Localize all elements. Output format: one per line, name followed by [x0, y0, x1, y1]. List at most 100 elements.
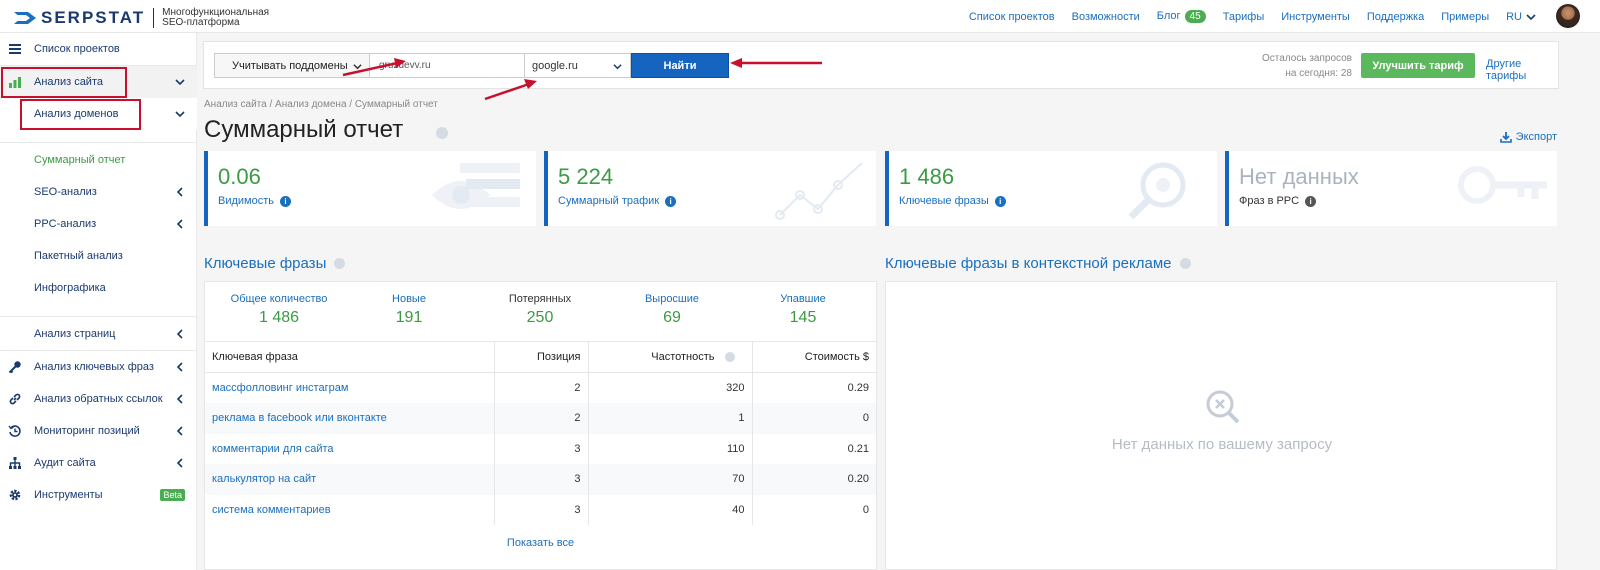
sidebar-divider — [0, 65, 197, 66]
stat-improved[interactable]: Выросшие 69 — [607, 293, 737, 327]
blog-count-badge: 45 — [1184, 10, 1206, 23]
ppc-card[interactable]: Нет данных Фраз в PPC i — [1225, 151, 1557, 226]
chevron-down-icon — [1526, 13, 1536, 20]
export-button[interactable]: Экспорт — [1499, 131, 1557, 143]
sidebar-item-label: Анализ ключевых фраз — [34, 361, 154, 373]
sidebar-item-label: Мониторинг позиций — [34, 425, 140, 437]
visibility-value: 0.06 — [218, 164, 261, 189]
keyword-link[interactable]: реклама в facebook или вконтакте — [205, 403, 494, 434]
table-header-row: Ключевая фраза Позиция Частотность Стоим… — [205, 341, 876, 373]
keyword-link[interactable]: комментарии для сайта — [212, 442, 334, 455]
keywords-table: Ключевая фраза Позиция Частотность Стоим… — [205, 341, 876, 525]
info-icon[interactable] — [1179, 258, 1191, 269]
position-cell: 2 — [493, 403, 588, 434]
stat-total[interactable]: Общее количество 1 486 — [214, 293, 344, 327]
show-all-link[interactable]: Показать все — [506, 537, 575, 549]
breadcrumb: Анализ сайта / Анализ домена / Суммарный… — [204, 99, 438, 110]
volume-cell: 40 — [587, 494, 752, 525]
domain-input[interactable] — [370, 53, 525, 78]
sidebar-item-monitoring[interactable]: Мониторинг позиций — [0, 415, 197, 447]
sidebar-item-infographics[interactable]: Инфографика — [0, 272, 197, 304]
column-header-position[interactable]: Позиция — [493, 341, 588, 373]
nav-tools-link[interactable]: Инструменты — [1281, 10, 1350, 23]
keyword-link[interactable]: массфолловинг инстаграм — [212, 382, 349, 394]
chevron-left-icon — [176, 458, 183, 468]
info-icon[interactable] — [334, 258, 346, 269]
column-header-volume[interactable]: Частотность — [587, 341, 752, 373]
serpstat-logo[interactable]: SERPSTAT Многофункциональная SEO-платфор… — [14, 8, 269, 28]
user-avatar[interactable] — [1556, 4, 1580, 28]
traffic-label: Суммарный трафик i — [558, 195, 677, 207]
position-cell: 2 — [493, 372, 588, 403]
info-icon[interactable] — [436, 127, 448, 139]
nav-blog-label: Блог — [1156, 10, 1181, 22]
sidebar-item-backlinks[interactable]: Анализ обратных ссылок — [0, 383, 197, 415]
logo-subtitle-line2: SEO-платформа — [162, 17, 240, 28]
subdomain-toggle-dropdown[interactable]: Учитывать поддомены — [214, 53, 370, 78]
search-engine-select[interactable]: google.ru — [525, 53, 631, 78]
sidebar-item-label: SEO-анализ — [34, 186, 97, 198]
nav-blog-link[interactable]: Блог 45 — [1157, 10, 1206, 23]
chevron-down-icon — [353, 64, 362, 70]
logo-text: SERPSTAT — [41, 8, 146, 27]
search-panel: Учитывать поддомены google.ru Найти Оста… — [203, 41, 1559, 89]
column-header-keyword[interactable]: Ключевая фраза — [205, 341, 494, 373]
logo-divider — [153, 8, 155, 28]
info-icon[interactable]: i — [994, 195, 1006, 207]
sidebar-item-audit[interactable]: Аудит сайта — [0, 447, 197, 479]
keywords-card[interactable]: 1 486 Ключевые фразы i — [885, 151, 1217, 226]
main-content: Учитывать поддомены google.ru Найти Оста… — [197, 33, 1600, 570]
sidebar-item-ppc[interactable]: PPC-анализ — [0, 208, 197, 240]
sidebar-item-label: PPC-анализ — [34, 218, 97, 230]
nav-projects-link[interactable]: Список проектов — [968, 10, 1055, 23]
traffic-card[interactable]: 5 224 Суммарный трафик i — [544, 151, 876, 226]
nav-examples-link[interactable]: Примеры — [1441, 10, 1490, 23]
sidebar-item-keywords[interactable]: Анализ ключевых фраз — [0, 351, 197, 383]
visibility-label: Видимость i — [218, 195, 291, 207]
keywords-section-title-text: Ключевые фразы — [204, 255, 327, 272]
visibility-card[interactable]: 0.06 Видимость i — [204, 151, 536, 226]
nav-features-link[interactable]: Возможности — [1071, 10, 1140, 23]
menu-icon — [9, 44, 21, 54]
info-icon[interactable] — [724, 352, 735, 363]
stat-declined[interactable]: Упавшие 145 — [738, 293, 868, 327]
chevron-down-icon — [175, 79, 185, 86]
sidebar-item-site-analysis[interactable]: Анализ сайта — [0, 66, 197, 98]
info-icon[interactable]: i — [280, 195, 291, 207]
sidebar-item-domain-analysis[interactable]: Анализ доменов — [0, 98, 197, 130]
subdomain-toggle-label: Учитывать поддомены — [232, 59, 348, 72]
sidebar-item-label: Анализ страниц — [34, 328, 116, 340]
table-row: реклама в facebook или вконтакте 2 1 0 — [205, 403, 876, 434]
cost-cell: 0.29 — [751, 372, 876, 403]
upgrade-plan-button[interactable]: Улучшить тариф — [1361, 53, 1475, 78]
requests-remaining-line2: на сегодня: 28 — [1285, 68, 1352, 79]
sidebar-item-seo[interactable]: SEO-анализ — [0, 176, 197, 208]
sidebar-item-summary[interactable]: Суммарный отчет — [0, 144, 197, 176]
find-button[interactable]: Найти — [631, 53, 729, 78]
other-plans-link[interactable]: Другие тарифы — [1486, 58, 1527, 82]
sidebar-item-tools[interactable]: Инструменты Beta — [0, 479, 197, 511]
column-header-cost[interactable]: Стоимость $ — [751, 341, 876, 373]
language-selector[interactable]: RU — [1506, 11, 1536, 23]
sidebar: Список проектов Анализ сайта Анализ доме… — [0, 33, 197, 570]
sitemap-icon — [9, 457, 21, 469]
stat-label: Упавшие — [780, 293, 826, 305]
sidebar-item-pages[interactable]: Анализ страниц — [0, 318, 197, 350]
keyword-link[interactable]: система комментариев — [212, 503, 331, 516]
top-nav: Список проектов Возможности Блог 45 Тариф… — [952, 0, 1536, 33]
keyword-link[interactable]: калькулятор на сайт — [205, 464, 494, 495]
sidebar-item-projects[interactable]: Список проектов — [0, 33, 197, 65]
info-icon[interactable]: i — [1305, 195, 1317, 207]
column-header-volume-label: Частотность — [651, 351, 715, 363]
sidebar-divider — [0, 350, 197, 351]
nav-pricing-link[interactable]: Тарифы — [1222, 10, 1265, 23]
stat-new[interactable]: Новые 191 — [344, 293, 474, 327]
requests-remaining: Осталось запросов на сегодня: 28 — [1244, 51, 1352, 81]
nav-support-link[interactable]: Поддержка — [1366, 10, 1425, 23]
info-icon[interactable]: i — [665, 195, 677, 207]
sidebar-item-label: Список проектов — [34, 43, 120, 55]
traffic-label-text: Суммарный трафик — [558, 195, 660, 207]
link-icon — [9, 393, 21, 405]
sidebar-item-batch[interactable]: Пакетный анализ — [0, 240, 197, 272]
ppc-section-title-text: Ключевые фразы в контекстной рекламе — [885, 255, 1172, 272]
